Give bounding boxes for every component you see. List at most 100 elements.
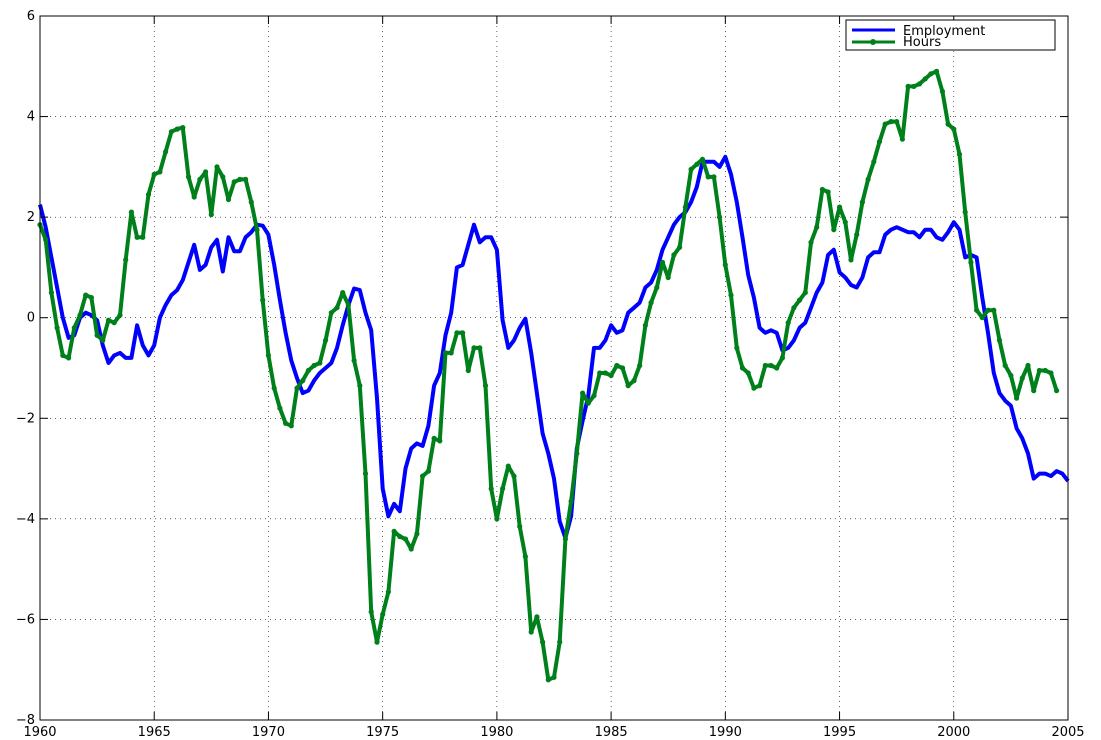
data-point-hours	[876, 139, 883, 145]
data-point-hours	[294, 385, 300, 391]
data-point-hours	[808, 239, 814, 245]
data-point-hours	[208, 212, 214, 218]
x-tick-label: 1975	[366, 725, 399, 740]
data-point-hours	[265, 352, 271, 358]
data-point-hours	[317, 360, 323, 366]
data-point-hours	[734, 345, 740, 351]
data-point-hours	[431, 435, 437, 441]
data-point-hours	[722, 262, 728, 268]
data-point-hours	[305, 367, 311, 374]
data-point-hours	[608, 372, 614, 379]
data-point-hours	[174, 126, 180, 132]
data-point-hours	[654, 284, 660, 291]
data-point-hours	[699, 156, 706, 162]
data-point-hours	[248, 199, 254, 205]
data-point-hours	[1031, 388, 1037, 394]
data-point-hours	[825, 189, 831, 195]
data-point-hours	[151, 171, 157, 177]
data-point-hours	[197, 176, 203, 182]
data-point-hours	[168, 129, 174, 135]
data-point-hours	[848, 257, 854, 263]
data-point-hours	[231, 179, 237, 185]
data-point-hours	[882, 121, 888, 127]
data-point-hours	[397, 533, 403, 540]
data-point-hours	[757, 383, 763, 389]
data-point-hours	[534, 614, 540, 620]
plot-frame	[39, 15, 1069, 721]
data-point-hours	[494, 516, 500, 522]
data-point-hours	[637, 362, 643, 369]
data-point-hours	[585, 400, 591, 406]
data-point-hours	[380, 611, 386, 618]
series-line-employment	[38, 154, 1070, 540]
data-point-hours	[311, 362, 317, 369]
data-point-hours	[157, 169, 163, 175]
x-tick-label: 2005	[1051, 725, 1084, 740]
data-point-hours	[968, 259, 974, 265]
data-point-hours	[911, 83, 917, 89]
data-point-hours	[1054, 388, 1060, 394]
data-point-hours	[300, 378, 306, 384]
data-point-hours	[985, 307, 991, 313]
data-point-hours	[928, 71, 934, 77]
data-point-hours	[814, 224, 820, 230]
x-tick-label: 1995	[823, 725, 856, 740]
data-point-hours	[185, 174, 192, 180]
data-point-hours	[391, 528, 397, 535]
data-point-hours	[779, 355, 786, 361]
y-tick-label: −4	[16, 512, 35, 527]
data-point-hours	[357, 383, 363, 389]
y-tick-label: 4	[27, 110, 35, 125]
x-tick-label: 1985	[595, 725, 628, 740]
data-point-hours	[117, 312, 123, 318]
data-point-hours	[791, 305, 797, 311]
data-point-hours	[540, 639, 546, 645]
data-point-hours	[420, 473, 426, 479]
series-hours	[37, 68, 1060, 683]
x-tick-label: 1980	[480, 725, 513, 740]
y-tick-label: −2	[16, 411, 35, 426]
data-point-hours	[511, 473, 517, 479]
data-point-hours	[677, 244, 683, 250]
data-point-hours	[837, 204, 843, 210]
data-point-hours	[597, 370, 603, 376]
data-point-hours	[797, 297, 803, 303]
data-point-hours	[362, 471, 369, 477]
data-point-hours	[859, 199, 866, 205]
data-point-hours	[271, 385, 277, 391]
data-point-hours	[243, 176, 249, 182]
y-tick-label: −6	[16, 612, 35, 627]
data-point-hours	[123, 257, 129, 263]
data-point-hours	[66, 355, 72, 361]
data-point-hours	[916, 81, 923, 87]
data-point-hours	[448, 350, 454, 356]
data-point-hours	[43, 237, 49, 243]
data-point-hours	[237, 176, 243, 182]
data-point-hours	[945, 121, 951, 127]
data-point-hours	[214, 164, 220, 170]
x-tick-label: 2000	[937, 725, 970, 740]
data-point-hours	[705, 174, 711, 180]
data-point-hours	[517, 523, 523, 530]
data-point-hours	[374, 639, 380, 645]
x-tick-label: 1960	[23, 725, 56, 740]
data-point-hours	[105, 317, 112, 323]
data-point-hours	[728, 292, 734, 298]
data-point-hours	[94, 332, 100, 338]
data-point-hours	[505, 463, 511, 469]
data-point-hours	[739, 365, 746, 371]
data-point-hours	[717, 214, 723, 220]
legend-box	[845, 19, 1056, 51]
data-point-hours	[140, 234, 146, 240]
data-point-hours	[996, 337, 1003, 343]
data-point-hours	[460, 330, 466, 336]
data-point-hours	[682, 204, 689, 210]
data-point-hours	[528, 629, 534, 635]
data-point-hours	[614, 362, 620, 369]
data-point-hours	[1048, 370, 1054, 376]
data-point-hours	[437, 438, 443, 444]
data-point-hours	[956, 151, 963, 157]
data-point-hours	[819, 186, 826, 193]
legend-label-employment: Employment	[903, 24, 985, 39]
data-point-hours	[368, 609, 374, 615]
